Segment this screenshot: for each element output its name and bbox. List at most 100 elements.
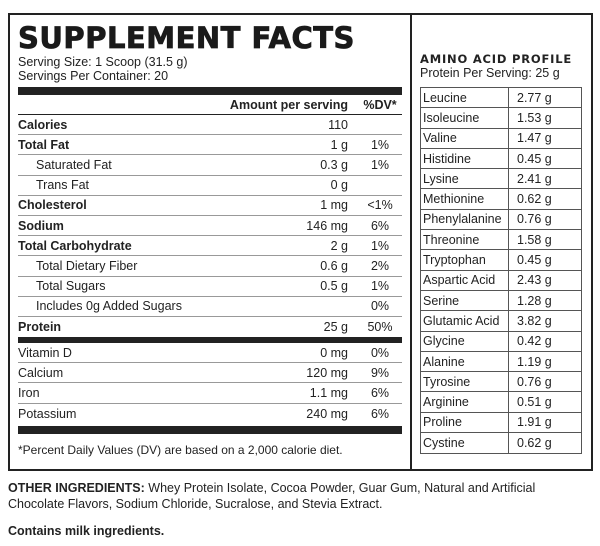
amino-name: Tryptophan xyxy=(421,250,509,270)
header-dv: %DV* xyxy=(363,97,397,112)
nutrient-dv: 1% xyxy=(370,137,390,152)
amino-value: 1.28 g xyxy=(517,293,552,308)
amino-row: Phenylalanine 0.76 g xyxy=(421,209,581,231)
nutrient-amount: 1 mg xyxy=(320,198,348,213)
amino-name: Valine xyxy=(421,128,509,148)
nutrient-name: Sodium xyxy=(18,218,64,233)
nutrient-amount: 1 g xyxy=(330,137,348,152)
amino-row: Glycine 0.42 g xyxy=(421,331,581,352)
mineral-row: Iron 1.1 mg 6% xyxy=(18,383,402,404)
divider-bottom xyxy=(18,425,402,434)
nutrient-name: Saturated Fat xyxy=(36,157,112,172)
facts-row: Total Fat 1 g 1% xyxy=(18,135,402,156)
facts-row: Total Sugars 0.5 g 1% xyxy=(18,277,402,297)
facts-row: Protein 25 g 50% xyxy=(18,317,402,337)
amino-name: Methionine xyxy=(421,189,509,209)
mineral-amount: 120 mg xyxy=(306,365,348,380)
amino-name: Proline xyxy=(421,412,509,433)
amino-name: Phenylalanine xyxy=(421,209,509,230)
amino-name: Lysine xyxy=(421,169,509,189)
mineral-name: Iron xyxy=(18,386,40,401)
amino-name: Arginine xyxy=(421,392,509,412)
amino-value: 2.43 g xyxy=(517,273,552,288)
nutrient-amount: 146 mg xyxy=(306,218,348,233)
amino-row: Leucine 2.77 g xyxy=(421,88,581,109)
mineral-name: Vitamin D xyxy=(18,345,72,360)
mineral-dv: 6% xyxy=(370,406,390,421)
nutrient-name: Protein xyxy=(18,319,62,334)
mineral-dv: 0% xyxy=(370,345,390,360)
amino-row: Aspartic Acid 2.43 g xyxy=(421,270,581,291)
nutrient-amount: 110 xyxy=(328,117,348,132)
nutrient-dv: 2% xyxy=(370,258,390,273)
dv-footnote: *Percent Daily Values (DV) are based on … xyxy=(18,442,343,457)
amino-subtitle: Protein Per Serving: 25 g xyxy=(420,66,560,80)
amino-value: 0.76 g xyxy=(517,374,552,389)
amino-table: Leucine 2.77 g Isoleucine 1.53 g Valine 1.47 … xyxy=(420,87,582,455)
amino-row: Serine 1.28 g xyxy=(421,290,581,312)
facts-row: Total Carbohydrate 2 g 1% xyxy=(18,236,402,257)
mineral-dv: 6% xyxy=(370,386,390,401)
mineral-row: Vitamin D 0 mg 0% xyxy=(18,343,402,364)
amino-name: Leucine xyxy=(421,88,509,108)
facts-row: Total Dietary Fiber 0.6 g 2% xyxy=(18,256,402,277)
mineral-row: Calcium 120 mg 9% xyxy=(18,363,402,384)
amino-name: Cystine xyxy=(421,433,509,454)
amino-row: Alanine 1.19 g xyxy=(421,351,581,373)
amino-row: Lysine 2.41 g xyxy=(421,169,581,190)
amino-name: Glycine xyxy=(421,331,509,351)
nutrient-name: Cholesterol xyxy=(18,198,87,213)
supplement-facts-panel: SUPPLEMENT FACTS Serving Size: 1 Scoop (… xyxy=(8,13,593,471)
amino-name: Threonine xyxy=(421,230,509,250)
amino-row: Threonine 1.58 g xyxy=(421,230,581,251)
amino-row: Proline 1.91 g xyxy=(421,412,581,434)
nutrient-name: Total Sugars xyxy=(36,279,106,294)
amino-value: 1.91 g xyxy=(517,415,552,430)
amino-name: Alanine xyxy=(421,351,509,372)
allergen-statement: Contains milk ingredients. xyxy=(8,524,165,538)
nutrient-dv: 50% xyxy=(367,319,393,334)
amino-acid-section: AMINO ACID PROFILE Protein Per Serving: … xyxy=(412,15,591,469)
amino-name: Isoleucine xyxy=(421,108,509,128)
amino-name: Tyrosine xyxy=(421,372,509,392)
nutrient-amount: 0 g xyxy=(330,178,348,193)
facts-header-row: Amount per serving %DV* xyxy=(18,95,402,115)
amino-value: 1.53 g xyxy=(517,110,552,125)
nutrient-dv: 0% xyxy=(370,299,390,314)
nutrient-dv: <1% xyxy=(367,198,393,213)
amino-row: Cystine 0.62 g xyxy=(421,433,581,454)
facts-row: Includes 0g Added Sugars 0% xyxy=(18,297,402,317)
nutrient-amount: 0.5 g xyxy=(320,279,348,294)
mineral-name: Calcium xyxy=(18,365,64,380)
amino-row: Arginine 0.51 g xyxy=(421,392,581,413)
serving-size: Serving Size: 1 Scoop (31.5 g) xyxy=(18,55,188,69)
amino-value: 0.51 g xyxy=(517,395,552,410)
amino-value: 2.77 g xyxy=(517,90,552,105)
amino-row: Tryptophan 0.45 g xyxy=(421,250,581,271)
nutrient-amount: 25 g xyxy=(323,319,348,334)
amino-title: AMINO ACID PROFILE xyxy=(420,52,572,66)
facts-row: Calories 110 xyxy=(18,115,402,136)
facts-row: Trans Fat 0 g xyxy=(18,176,402,196)
facts-section: SUPPLEMENT FACTS Serving Size: 1 Scoop (… xyxy=(10,15,412,469)
mineral-amount: 1.1 mg xyxy=(309,386,348,401)
nutrient-dv: 1% xyxy=(370,279,390,294)
nutrient-amount: 0.3 g xyxy=(320,157,348,172)
nutrient-name: Calories xyxy=(18,117,68,132)
nutrient-dv: 1% xyxy=(370,157,390,172)
amino-name: Glutamic Acid xyxy=(421,311,509,331)
amino-value: 0.62 g xyxy=(517,192,552,207)
amino-value: 3.82 g xyxy=(517,313,552,328)
nutrient-name: Trans Fat xyxy=(36,178,90,193)
amino-row: Tyrosine 0.76 g xyxy=(421,372,581,393)
facts-title: SUPPLEMENT FACTS xyxy=(18,21,355,56)
nutrient-name: Includes 0g Added Sugars xyxy=(36,299,182,314)
mineral-amount: 240 mg xyxy=(306,406,348,421)
amino-name: Serine xyxy=(421,290,509,311)
ingredients-text: Whey Protein Isolate, Cocoa Powder, Guar… xyxy=(8,481,536,511)
amino-value: 2.41 g xyxy=(517,171,552,186)
nutrient-name: Total Carbohydrate xyxy=(18,238,132,253)
amino-row: Valine 1.47 g xyxy=(421,128,581,149)
amino-value: 0.76 g xyxy=(517,212,552,227)
divider-mid xyxy=(18,337,402,344)
